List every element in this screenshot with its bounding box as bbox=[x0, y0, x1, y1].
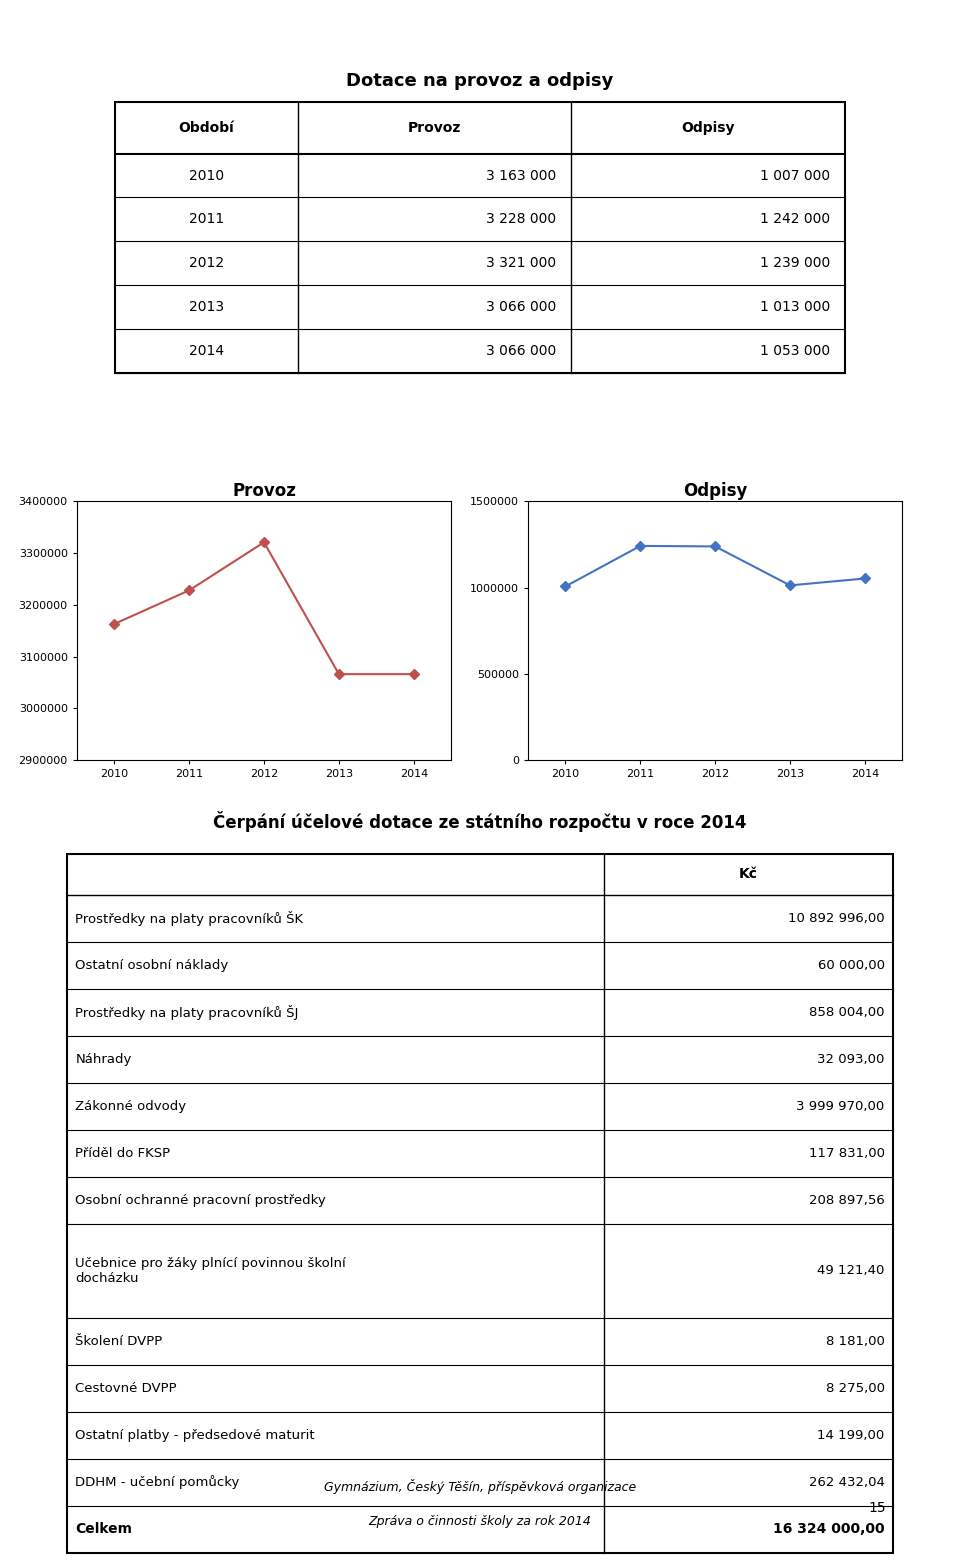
Text: 2010: 2010 bbox=[189, 169, 224, 182]
Text: Ostatní platby - předsedové maturit: Ostatní platby - předsedové maturit bbox=[76, 1429, 315, 1442]
Title: Provoz: Provoz bbox=[232, 483, 296, 500]
Text: Zpráva o činnosti školy za rok 2014: Zpráva o činnosti školy za rok 2014 bbox=[369, 1515, 591, 1528]
Text: 208 897,56: 208 897,56 bbox=[808, 1194, 884, 1207]
Text: Celkem: Celkem bbox=[76, 1523, 132, 1536]
Text: Prostředky na platy pracovníků ŠK: Prostředky na platy pracovníků ŠK bbox=[76, 910, 303, 926]
Text: Zákonné odvody: Zákonné odvody bbox=[76, 1100, 186, 1113]
Text: Školení DVPP: Školení DVPP bbox=[76, 1335, 162, 1348]
Text: 3 066 000: 3 066 000 bbox=[487, 301, 557, 313]
Title: Odpisy: Odpisy bbox=[683, 483, 748, 500]
Text: 1 239 000: 1 239 000 bbox=[760, 257, 830, 270]
Text: Příděl do FKSP: Příděl do FKSP bbox=[76, 1147, 171, 1160]
Text: 3 321 000: 3 321 000 bbox=[487, 257, 557, 270]
Text: 49 121,40: 49 121,40 bbox=[817, 1265, 884, 1277]
Text: 8 181,00: 8 181,00 bbox=[826, 1335, 884, 1348]
Text: DDHM - učební pomůcky: DDHM - učební pomůcky bbox=[76, 1476, 240, 1489]
Text: 117 831,00: 117 831,00 bbox=[808, 1147, 884, 1160]
Text: 60 000,00: 60 000,00 bbox=[818, 959, 884, 972]
Text: 262 432,04: 262 432,04 bbox=[808, 1476, 884, 1489]
Text: 2013: 2013 bbox=[189, 301, 224, 313]
Text: 1 242 000: 1 242 000 bbox=[760, 213, 830, 226]
Text: Gymnázium, Český Těšín, příspěvková organizace: Gymnázium, Český Těšín, příspěvková orga… bbox=[324, 1479, 636, 1495]
Text: 858 004,00: 858 004,00 bbox=[809, 1006, 884, 1019]
Text: 3 066 000: 3 066 000 bbox=[487, 345, 557, 357]
Text: 1 053 000: 1 053 000 bbox=[760, 345, 830, 357]
Text: Čerpání účelové dotace ze státního rozpočtu v roce 2014: Čerpání účelové dotace ze státního rozpo… bbox=[213, 810, 747, 832]
Text: 2011: 2011 bbox=[189, 213, 224, 226]
Text: 14 199,00: 14 199,00 bbox=[817, 1429, 884, 1442]
Text: Odpisy: Odpisy bbox=[682, 121, 734, 135]
Text: Provoz: Provoz bbox=[408, 121, 461, 135]
Text: Kč: Kč bbox=[739, 868, 757, 881]
Text: Ostatní osobní náklady: Ostatní osobní náklady bbox=[76, 959, 228, 972]
Text: 3 999 970,00: 3 999 970,00 bbox=[796, 1100, 884, 1113]
Text: Období: Období bbox=[179, 121, 234, 135]
Text: 3 163 000: 3 163 000 bbox=[487, 169, 557, 182]
Text: Cestovné DVPP: Cestovné DVPP bbox=[76, 1382, 177, 1395]
Text: 32 093,00: 32 093,00 bbox=[817, 1053, 884, 1066]
Text: 1 007 000: 1 007 000 bbox=[760, 169, 830, 182]
Text: 2012: 2012 bbox=[189, 257, 224, 270]
Text: 10 892 996,00: 10 892 996,00 bbox=[788, 912, 884, 925]
Text: Učebnice pro žáky plnící povinnou školní
docházku: Učebnice pro žáky plnící povinnou školní… bbox=[76, 1257, 347, 1285]
Text: 3 228 000: 3 228 000 bbox=[487, 213, 557, 226]
Text: Osobní ochranné pracovní prostředky: Osobní ochranné pracovní prostředky bbox=[76, 1194, 326, 1207]
Text: Náhrady: Náhrady bbox=[76, 1053, 132, 1066]
Text: 2014: 2014 bbox=[189, 345, 224, 357]
Text: Dotace na provoz a odpisy: Dotace na provoz a odpisy bbox=[347, 72, 613, 91]
Text: 16 324 000,00: 16 324 000,00 bbox=[773, 1523, 884, 1536]
Text: 1 013 000: 1 013 000 bbox=[760, 301, 830, 313]
Text: 15: 15 bbox=[869, 1501, 886, 1515]
Text: 8 275,00: 8 275,00 bbox=[826, 1382, 884, 1395]
Text: Prostředky na platy pracovníků ŠJ: Prostředky na platy pracovníků ŠJ bbox=[76, 1004, 299, 1020]
